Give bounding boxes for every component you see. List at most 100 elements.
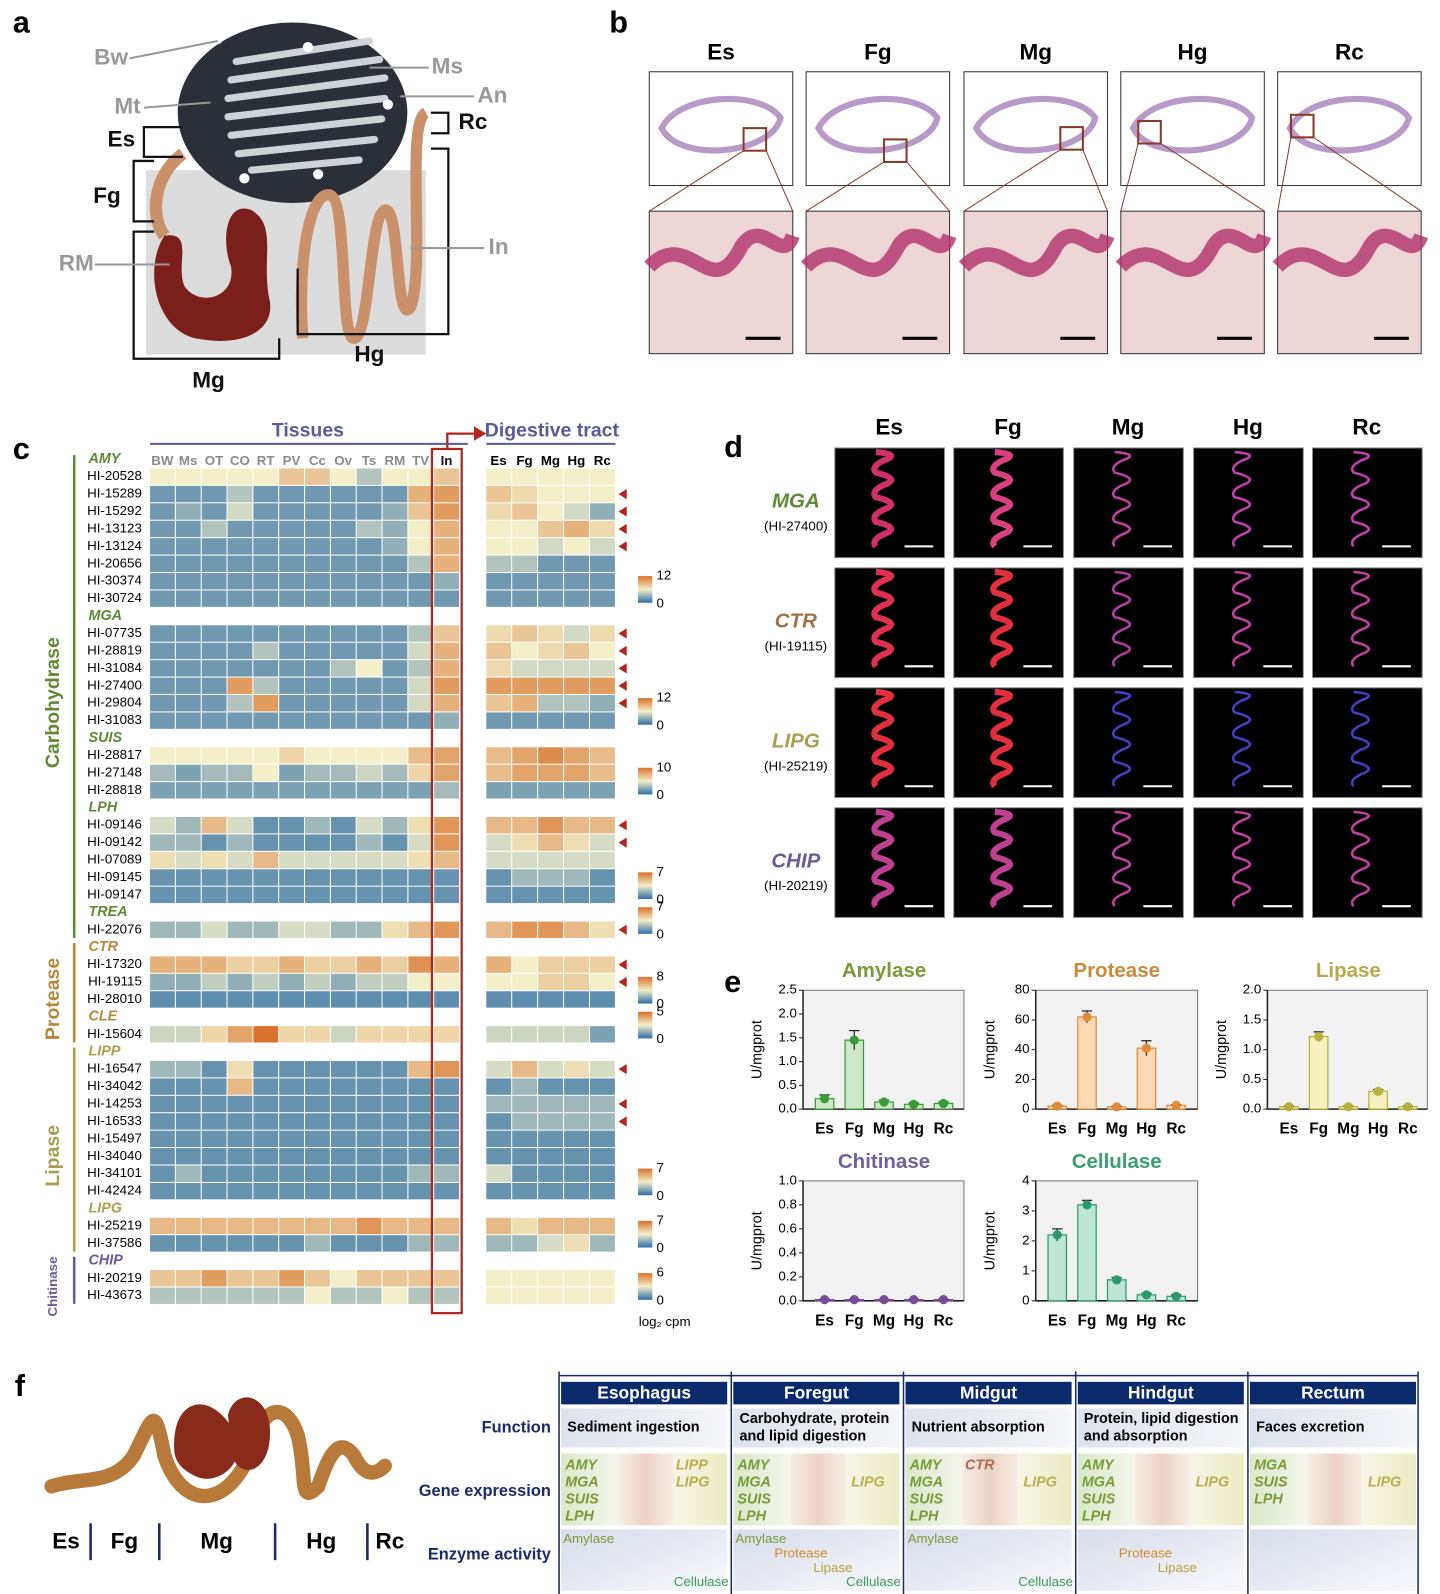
gene-name: LPH	[910, 1508, 939, 1524]
x-tick-label: Rc	[1166, 1312, 1186, 1329]
heat-cell	[434, 1095, 460, 1113]
heat-cell	[305, 1165, 330, 1182]
gene-name: AMY	[909, 1458, 943, 1474]
heat-cell	[356, 485, 382, 503]
heat-cell	[201, 712, 227, 729]
heat-cell	[227, 834, 253, 851]
heat-cell	[227, 1113, 253, 1130]
y-tick-label: 1.0	[1243, 1041, 1262, 1056]
heat-cell	[175, 1113, 201, 1130]
anatomy-label: Bw	[94, 44, 128, 69]
heat-cell	[175, 886, 201, 904]
heat-cell	[227, 764, 253, 782]
tissue-signal	[990, 568, 1014, 669]
heat-cell	[486, 1060, 512, 1078]
heat-cell	[538, 1235, 564, 1252]
y-tick-label: 0.5	[1243, 1071, 1262, 1086]
heat-cell	[253, 1217, 279, 1235]
heat-cell	[150, 851, 175, 869]
marker-arrow	[618, 523, 627, 535]
y-tick-label: 0.8	[778, 1196, 797, 1211]
panel-letter: f	[15, 1368, 26, 1403]
heat-cell	[382, 1217, 408, 1235]
heat-cell	[227, 677, 253, 694]
heat-cell	[382, 834, 408, 851]
heat-cell	[201, 886, 227, 904]
heat-cell	[175, 1078, 201, 1095]
family-name: CLE	[89, 1009, 118, 1025]
heat-cell	[434, 695, 460, 712]
heat-cell	[305, 695, 330, 712]
heat-cell	[279, 956, 305, 973]
heat-cell	[434, 851, 460, 869]
heat-cell	[279, 1060, 305, 1078]
column-header: Rc	[1352, 414, 1381, 439]
heat-cell	[175, 851, 201, 869]
heat-cell	[382, 1165, 408, 1182]
heat-cell	[408, 869, 434, 886]
heat-cell	[434, 590, 460, 607]
heat-cell	[486, 1235, 512, 1252]
heat-cell	[408, 1287, 434, 1304]
heat-cell	[590, 1270, 615, 1287]
heat-cell	[564, 1165, 589, 1182]
tissue-signal	[1350, 570, 1370, 668]
heat-cell	[201, 677, 227, 694]
color-scale	[637, 1168, 653, 1196]
family-name: SUIS	[89, 730, 123, 746]
marker-arrow	[618, 820, 627, 831]
fluorescence-image	[834, 687, 946, 799]
heat-cell	[382, 1095, 408, 1113]
heat-cell	[590, 991, 615, 1008]
heat-cell	[279, 468, 305, 485]
heat-cell	[408, 1078, 434, 1095]
heat-cell	[150, 1235, 175, 1252]
heat-cell	[356, 1270, 382, 1287]
x-tick-label: Hg	[1136, 1312, 1156, 1329]
bar-top-point	[938, 1098, 949, 1109]
heat-cell	[434, 1130, 460, 1148]
heat-cell	[201, 834, 227, 851]
heat-cell	[590, 1113, 615, 1130]
x-tick-label: Fg	[1309, 1121, 1328, 1138]
heat-cell	[590, 1060, 615, 1078]
heat-cell	[330, 503, 356, 520]
heat-cell	[150, 1148, 175, 1165]
heat-cell	[538, 520, 564, 538]
heat-cell	[564, 538, 589, 555]
heat-cell	[253, 816, 279, 834]
gene-id: HI-27148	[87, 764, 142, 779]
marker-arrow	[618, 924, 627, 935]
heat-cell	[356, 590, 382, 607]
heat-cell	[150, 695, 175, 712]
heat-cell	[434, 555, 460, 572]
heat-cell	[434, 1078, 460, 1095]
marker-arrow	[618, 663, 627, 674]
scale-min: 0	[656, 595, 663, 610]
heat-cell	[356, 1060, 382, 1078]
anatomy-label: RM	[59, 250, 94, 275]
scale-min: 0	[656, 1240, 663, 1255]
gene-id: (HI-19115)	[765, 638, 828, 653]
heat-cell	[512, 520, 538, 538]
heat-cell	[590, 590, 615, 607]
heat-cell	[279, 991, 305, 1008]
heat-cell	[408, 851, 434, 869]
tissue-signal	[990, 808, 1014, 909]
heat-cell	[486, 747, 512, 764]
heat-cell	[175, 695, 201, 712]
marker-arrow	[618, 541, 627, 552]
heat-cell	[253, 921, 279, 938]
tract-header: Rc	[594, 453, 612, 468]
x-tick-label: Mg	[873, 1121, 895, 1138]
heat-cell	[356, 1113, 382, 1130]
tissue-signal	[1111, 690, 1132, 788]
bar-top-point	[1082, 1012, 1092, 1022]
heat-cell	[564, 660, 589, 677]
gene-id: HI-15497	[87, 1130, 142, 1145]
heat-cell	[590, 1235, 615, 1252]
heat-cell	[253, 485, 279, 503]
heat-cell	[150, 1078, 175, 1095]
heat-cell	[486, 1148, 512, 1165]
heat-cell	[279, 520, 305, 538]
